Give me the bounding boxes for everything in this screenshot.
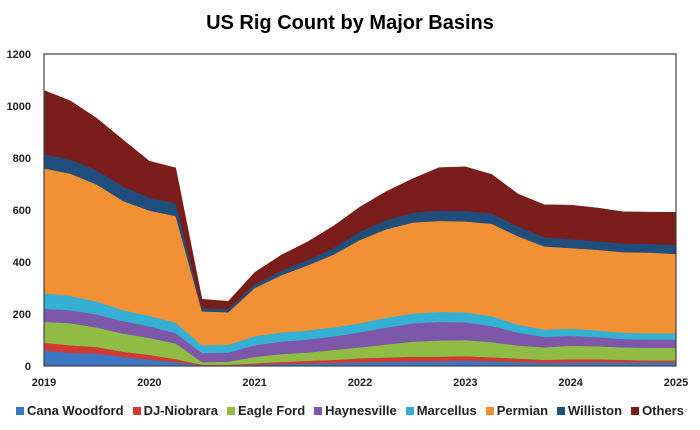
legend-item: Marcellus bbox=[405, 403, 477, 418]
legend-label: DJ-Niobrara bbox=[143, 403, 218, 418]
legend-item: Cana Woodford bbox=[16, 403, 124, 418]
y-axis: 0 200 400 600 800 1000 1200 bbox=[7, 49, 31, 373]
x-tick-label: 2019 bbox=[32, 377, 56, 389]
legend-label: Williston bbox=[568, 403, 623, 418]
legend-swatch bbox=[226, 406, 235, 415]
legend-swatch bbox=[405, 406, 414, 415]
legend-label: Haynesville bbox=[325, 403, 397, 418]
y-tick-label: 800 bbox=[13, 153, 31, 165]
legend-swatch bbox=[16, 406, 25, 415]
legend-swatch bbox=[485, 406, 494, 415]
y-tick-label: 1200 bbox=[7, 49, 31, 61]
legend-label: Permian bbox=[496, 403, 549, 418]
x-tick-label: 2023 bbox=[453, 377, 477, 389]
legend-label: Marcellus bbox=[416, 403, 477, 418]
y-tick-label: 600 bbox=[13, 205, 31, 217]
plot-frame bbox=[43, 53, 677, 367]
legend-item: DJ-Niobrara bbox=[132, 403, 218, 418]
x-tick-label: 2021 bbox=[242, 377, 266, 389]
chart-title: US Rig Count by Major Basins bbox=[206, 12, 494, 34]
y-tick-label: 400 bbox=[13, 257, 31, 269]
y-tick-label: 0 bbox=[25, 361, 31, 373]
series-areas bbox=[43, 90, 677, 367]
legend: Cana Woodford DJ-Niobrara Eagle Ford Haynes… bbox=[0, 403, 700, 418]
legend-item: Haynesville bbox=[314, 403, 397, 418]
y-tick-label: 200 bbox=[13, 309, 31, 321]
x-tick-label: 2025 bbox=[664, 377, 688, 389]
x-tick-label: 2020 bbox=[137, 377, 161, 389]
x-tick-label: 2024 bbox=[558, 377, 583, 389]
legend-label: Others bbox=[642, 403, 684, 418]
legend-swatch bbox=[631, 406, 640, 415]
legend-swatch bbox=[557, 406, 566, 415]
legend-item: Williston bbox=[557, 403, 622, 418]
y-tick-label: 1000 bbox=[7, 101, 31, 113]
legend-label: Eagle Ford bbox=[237, 403, 306, 418]
x-axis: 2019 2020 2021 2022 2023 2024 2025 bbox=[32, 377, 688, 389]
legend-item: Eagle Ford bbox=[226, 403, 306, 418]
legend-swatch bbox=[132, 406, 141, 415]
legend-swatch bbox=[314, 406, 323, 415]
x-tick-label: 2022 bbox=[348, 377, 372, 389]
legend-item: Others bbox=[631, 403, 684, 418]
legend-label: Cana Woodford bbox=[27, 403, 124, 418]
legend-item: Permian bbox=[485, 403, 549, 418]
